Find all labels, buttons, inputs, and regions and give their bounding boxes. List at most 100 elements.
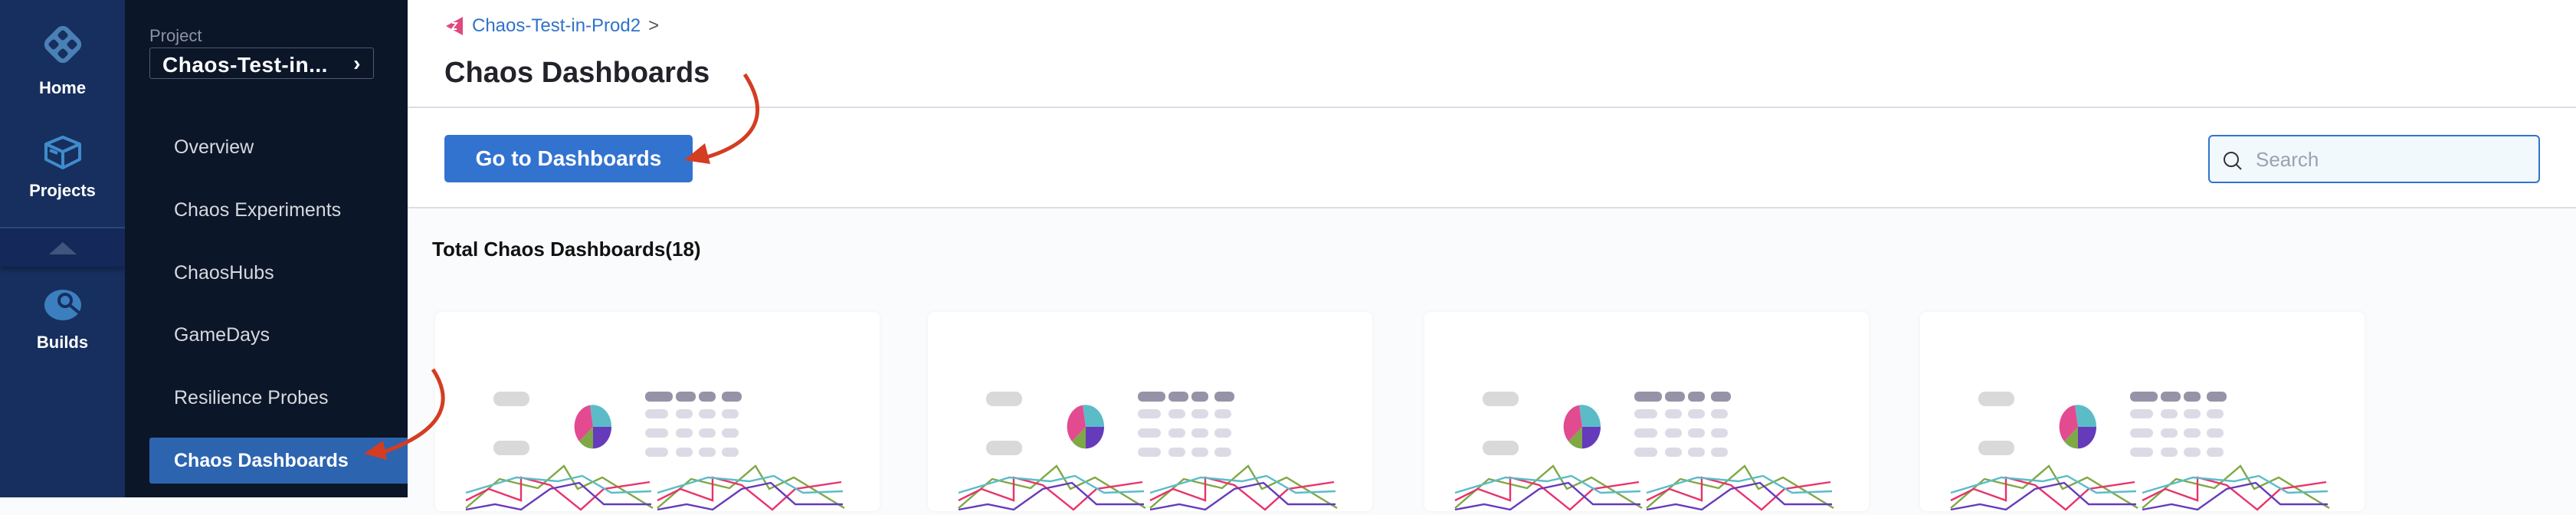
- rail-collapse-button[interactable]: [0, 227, 125, 267]
- thumbnail-line-series: [1646, 474, 1833, 494]
- thumbnail-line-series: [2142, 464, 2330, 510]
- thumbnail-line-series: [657, 474, 844, 494]
- dashboard-card[interactable]: [928, 312, 1372, 511]
- thumbnail-table-cell: [676, 409, 693, 418]
- thumbnail-table-cell: [2161, 448, 2178, 457]
- thumbnail-table-cell: [676, 428, 693, 438]
- thumbnail-line-series: [1454, 464, 1643, 510]
- page-header: Chaos-Test-in-Prod2 > Chaos Dashboards: [408, 0, 2576, 108]
- thumbnail-table-cell: [699, 448, 716, 457]
- thumbnail-pie-chart: [574, 405, 612, 449]
- thumbnail-table-cell: [2130, 409, 2153, 418]
- thumbnail-table-cell: [1711, 409, 1728, 418]
- chevron-right-icon: ›: [353, 51, 361, 75]
- rail-builds[interactable]: Builds: [0, 288, 125, 353]
- thumbnail-table-cell: [1665, 428, 1682, 438]
- project-selector[interactable]: Chaos-Test-in... ›: [149, 48, 374, 79]
- thumbnail-table-cell: [722, 448, 739, 457]
- nav-gamedays[interactable]: GameDays: [174, 324, 270, 346]
- thumbnail-table-cell: [1191, 428, 1208, 438]
- thumbnail-table-cell: [1688, 428, 1705, 438]
- nav-chaos-dashboards[interactable]: Chaos Dashboards: [149, 438, 408, 484]
- thumbnail-table-cell: [2184, 392, 2201, 402]
- dashboard-card[interactable]: [435, 312, 880, 511]
- breadcrumb-project-link[interactable]: Chaos-Test-in-Prod2: [472, 15, 641, 36]
- thumbnail-table-cell: [676, 448, 693, 457]
- rail-projects[interactable]: Projects: [0, 135, 125, 201]
- thumbnail-line-series: [1950, 464, 2138, 510]
- thumbnail-table-cell: [2207, 428, 2224, 438]
- thumbnail-pie-chart: [2059, 405, 2097, 449]
- dashboard-thumbnail: [1454, 392, 1834, 511]
- project-selector-value: Chaos-Test-in...: [162, 53, 328, 77]
- dashboard-thumbnail: [465, 392, 845, 511]
- thumbnail-pill: [493, 441, 529, 455]
- thumbnail-table-cell: [722, 409, 739, 418]
- thumbnail-table-cell: [1688, 409, 1705, 418]
- home-icon: [44, 25, 81, 64]
- thumbnail-line-series: [1950, 474, 2137, 494]
- nav-resilience-probes[interactable]: Resilience Probes: [174, 387, 329, 408]
- dashboard-card[interactable]: [1424, 312, 1869, 511]
- thumbnail-table-cell: [1688, 392, 1705, 402]
- search-box[interactable]: [2208, 135, 2540, 183]
- thumbnail-line-series: [465, 464, 654, 510]
- thumbnail-table-cell: [2184, 409, 2201, 418]
- thumbnail-table-cell: [676, 392, 696, 402]
- thumbnail-table-cell: [2207, 448, 2224, 457]
- thumbnail-table-cell: [2207, 409, 2224, 418]
- thumbnail-table-cell: [645, 409, 668, 418]
- go-to-dashboards-button[interactable]: Go to Dashboards: [444, 135, 693, 182]
- builds-icon: [44, 290, 81, 320]
- thumbnail-table-cell: [1138, 409, 1161, 418]
- thumbnail-table-cell: [1634, 428, 1657, 438]
- thumbnail-table-cell: [699, 392, 716, 402]
- dashboard-thumbnail: [1950, 392, 2330, 511]
- thumbnail-table-cell: [1214, 409, 1231, 418]
- thumbnail-table-cell: [2184, 428, 2201, 438]
- total-dashboards-count: Total Chaos Dashboards(18): [432, 238, 701, 261]
- search-input[interactable]: [2256, 143, 2524, 176]
- thumbnail-table-cell: [2207, 392, 2227, 402]
- thumbnail-line-series: [1149, 476, 1335, 511]
- nav-overview[interactable]: Overview: [174, 136, 254, 158]
- rail-home-label: Home: [38, 78, 87, 97]
- thumbnail-table-cell: [1191, 448, 1208, 457]
- thumbnail-table-cell: [699, 428, 716, 438]
- project-label: Project: [149, 26, 202, 45]
- thumbnail-table-cell: [645, 392, 673, 402]
- thumbnail-line-series: [1149, 464, 1338, 510]
- rail-home[interactable]: Home: [0, 21, 125, 98]
- thumbnail-table-cell: [1191, 409, 1208, 418]
- thumbnail-pill: [986, 392, 1022, 406]
- chaos-module-icon: [446, 17, 463, 35]
- thumbnail-table-cell: [1634, 392, 1662, 402]
- thumbnail-table-cell: [1711, 392, 1731, 402]
- toolbar: Go to Dashboards: [408, 108, 2576, 208]
- thumbnail-table-cell: [1138, 428, 1161, 438]
- thumbnail-table-cell: [722, 392, 742, 402]
- thumbnail-table-cell: [1214, 392, 1234, 402]
- dashboard-card[interactable]: [1920, 312, 2365, 511]
- nav-chaos-experiments[interactable]: Chaos Experiments: [174, 199, 342, 221]
- thumbnail-table-cell: [1711, 448, 1728, 457]
- thumbnail-pie-chart: [1563, 405, 1601, 449]
- thumbnail-table-cell: [1138, 448, 1161, 457]
- thumbnail-line-series: [1454, 476, 1640, 511]
- thumbnail-pill: [1978, 392, 2014, 406]
- thumbnail-table-cell: [1214, 448, 1231, 457]
- thumbnail-table-cell: [2184, 448, 2201, 457]
- rail-projects-label: Projects: [29, 181, 96, 200]
- thumbnail-line-series: [657, 464, 845, 510]
- thumbnail-pill: [1483, 392, 1519, 406]
- thumbnail-table-cell: [1168, 428, 1185, 438]
- thumbnail-table-cell: [1688, 448, 1705, 457]
- thumbnail-line-series: [2142, 474, 2329, 494]
- thumbnail-line-series: [1646, 464, 1834, 510]
- thumbnail-table-cell: [2161, 409, 2178, 418]
- thumbnail-table-cell: [2130, 392, 2158, 402]
- rail-builds-label: Builds: [36, 333, 89, 352]
- nav-chaoshubs[interactable]: ChaosHubs: [174, 262, 274, 284]
- project-nav: Project Chaos-Test-in... › Overview Chao…: [125, 0, 408, 497]
- thumbnail-line-series: [465, 476, 651, 511]
